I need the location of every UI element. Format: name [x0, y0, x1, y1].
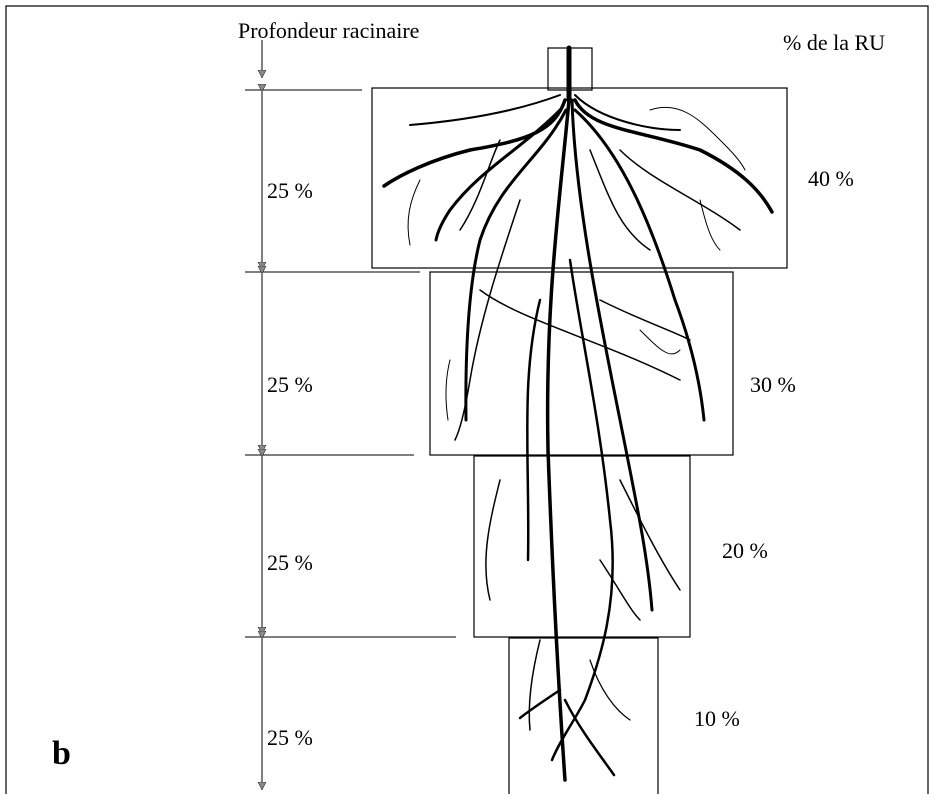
panel-label: b: [52, 735, 71, 772]
depth-label: 25 %: [267, 725, 313, 750]
depth-label: 25 %: [267, 372, 313, 397]
layer-box: [473, 455, 691, 638]
layer-labels: 25 % 40 % 25 % 30 % 25 % 20 % 25 % 10 %: [267, 166, 854, 750]
roots: [382, 45, 774, 782]
ru-share-label: 40 %: [808, 166, 854, 191]
depth-guides: [245, 40, 456, 790]
layer-box: [429, 271, 734, 456]
depth-label: 25 %: [267, 178, 313, 203]
ru-share-label: 30 %: [750, 372, 796, 397]
ru-title: % de la RU: [783, 30, 885, 55]
ru-share-label: 20 %: [722, 538, 768, 563]
depth-label: 25 %: [267, 550, 313, 575]
layer-box: [508, 637, 659, 794]
layer-box: [371, 87, 788, 269]
depth-title: Profondeur racinaire: [238, 18, 419, 43]
ru-share-label: 10 %: [694, 706, 740, 731]
frame: [5, 5, 929, 794]
